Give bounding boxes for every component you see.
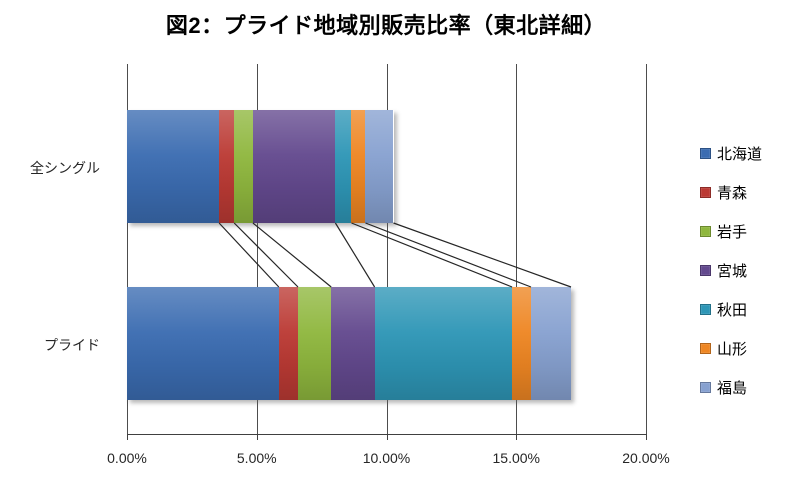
series-line [252,222,332,288]
legend-swatch-icon [700,382,711,393]
axis-tickmark [127,434,128,440]
bar-segment [530,287,571,400]
series-line [233,222,299,288]
legend-swatch-icon [700,148,711,159]
legend-item: 福島 [700,368,762,407]
bar-segment [278,287,298,400]
bar-segment [127,110,220,223]
series-line [351,222,513,288]
bar-segment [331,287,375,400]
legend-item: 青森 [700,173,762,212]
x-tick-label: 5.00% [236,450,277,466]
legend-swatch-icon [700,226,711,237]
bar-segment [127,287,279,400]
gridline [127,64,128,434]
legend: 北海道青森岩手宮城秋田山形福島 [700,134,762,407]
bar-row [127,287,571,400]
category-label: 全シングル [30,159,100,176]
legend-label: 福島 [717,380,748,397]
gridline [646,64,647,434]
bar-segment [252,110,336,223]
legend-label: 青森 [717,185,748,202]
legend-item: 岩手 [700,212,762,251]
axis-tickmark [646,434,647,440]
axis-tickmark [386,434,388,440]
legend-label: 宮城 [717,263,748,280]
bar-segment [234,110,253,223]
x-tick-label: 10.00% [362,450,411,466]
legend-label: 秋田 [717,302,748,319]
series-line [393,222,572,288]
axis-tickmark [516,434,518,440]
legend-swatch-icon [700,265,711,276]
legend-swatch-icon [700,187,711,198]
x-tick-label: 20.00% [622,450,670,466]
series-line [334,222,376,288]
legend-item: 宮城 [700,251,762,290]
series-line [218,222,280,288]
legend-label: 岩手 [717,224,748,241]
legend-swatch-icon [700,304,711,315]
x-axis-line [127,434,646,435]
category-label: プライド [44,336,100,353]
bar-row [127,110,394,223]
legend-label: 北海道 [717,146,763,163]
legend-label: 山形 [717,341,748,358]
bar-segment [374,287,513,400]
bar-segment [365,110,394,223]
bar-segment [335,110,352,223]
legend-item: 秋田 [700,290,762,329]
legend-item: 山形 [700,329,762,368]
legend-swatch-icon [700,343,711,354]
x-tick-label: 15.00% [492,450,540,466]
series-line [365,222,532,288]
bar-segment [512,287,531,400]
legend-item: 北海道 [700,134,762,173]
bar-segment [351,110,366,223]
chart-title: 図2：プライド地域別販売比率（東北詳細） [165,13,607,38]
x-tick-label: 0.00% [107,450,147,466]
bar-segment [219,110,235,223]
bar-segment [297,287,332,400]
axis-tickmark [256,434,258,440]
